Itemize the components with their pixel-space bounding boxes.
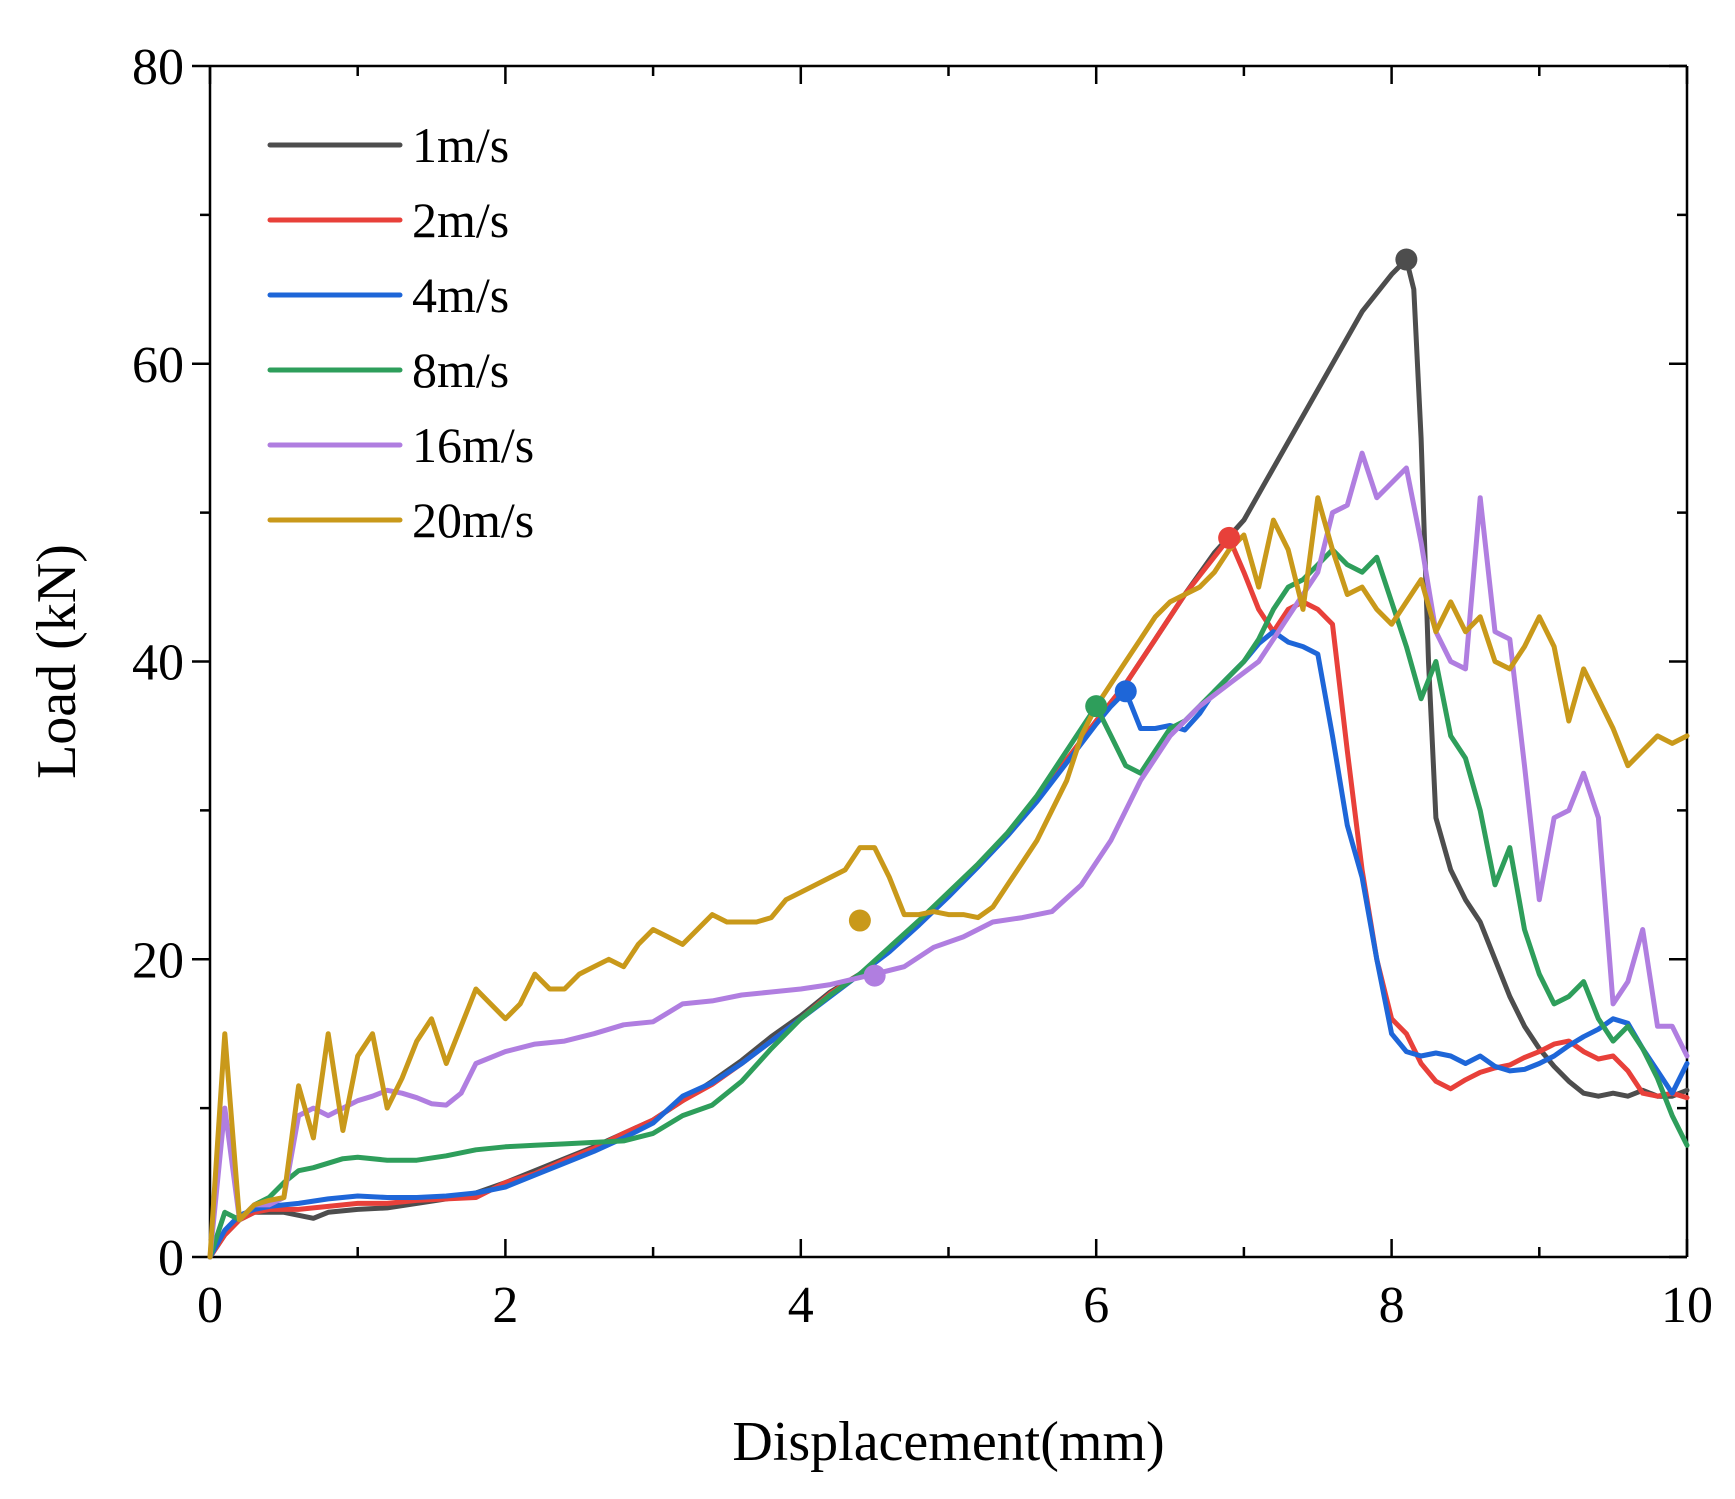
peak-marker-8m-per-s [1085, 695, 1108, 718]
x-tick-label: 0 [197, 1277, 223, 1334]
legend: 1m/s 2m/s 4m/s 8m/s 16m/s 20m/s [267, 117, 534, 548]
y-axis-title: Load (kN) [26, 544, 88, 779]
series-line-4m-per-s [207, 629, 1690, 1260]
peak-marker-20m-per-s [848, 909, 871, 932]
y-tick-label: 80 [132, 39, 184, 96]
axis-ticks: 0 2 4 6 8 10 0 20 40 60 80 [132, 39, 1713, 1334]
x-tick-label: 6 [1083, 1277, 1109, 1334]
legend-label: 16m/s [412, 417, 534, 473]
x-axis-title: Displacement(mm) [732, 1411, 1164, 1473]
peak-marker-2m-per-s [1218, 526, 1241, 549]
x-tick-label: 8 [1379, 1277, 1405, 1334]
y-tick-label: 20 [132, 932, 184, 989]
peak-markers [848, 248, 1418, 987]
legend-label: 1m/s [412, 117, 509, 173]
y-tick-label: 40 [132, 635, 184, 692]
legend-label: 20m/s [412, 492, 534, 548]
legend-label: 8m/s [412, 342, 509, 398]
legend-label: 4m/s [412, 267, 509, 323]
peak-marker-4m-per-s [1114, 680, 1137, 703]
series-line-16m-per-s [207, 450, 1690, 1260]
series-lines [207, 257, 1690, 1260]
y-tick-label: 60 [132, 337, 184, 394]
series-line-2m-per-s [207, 535, 1690, 1260]
x-tick-label: 4 [788, 1277, 814, 1334]
peak-marker-1m-per-s [1395, 248, 1418, 271]
series-line-20m-per-s [207, 495, 1690, 1260]
x-tick-label: 2 [492, 1277, 518, 1334]
x-tick-label: 10 [1661, 1277, 1713, 1334]
legend-label: 2m/s [412, 192, 509, 248]
y-tick-label: 0 [158, 1230, 184, 1287]
peak-marker-16m-per-s [863, 964, 886, 987]
series-line-8m-per-s [207, 547, 1690, 1260]
